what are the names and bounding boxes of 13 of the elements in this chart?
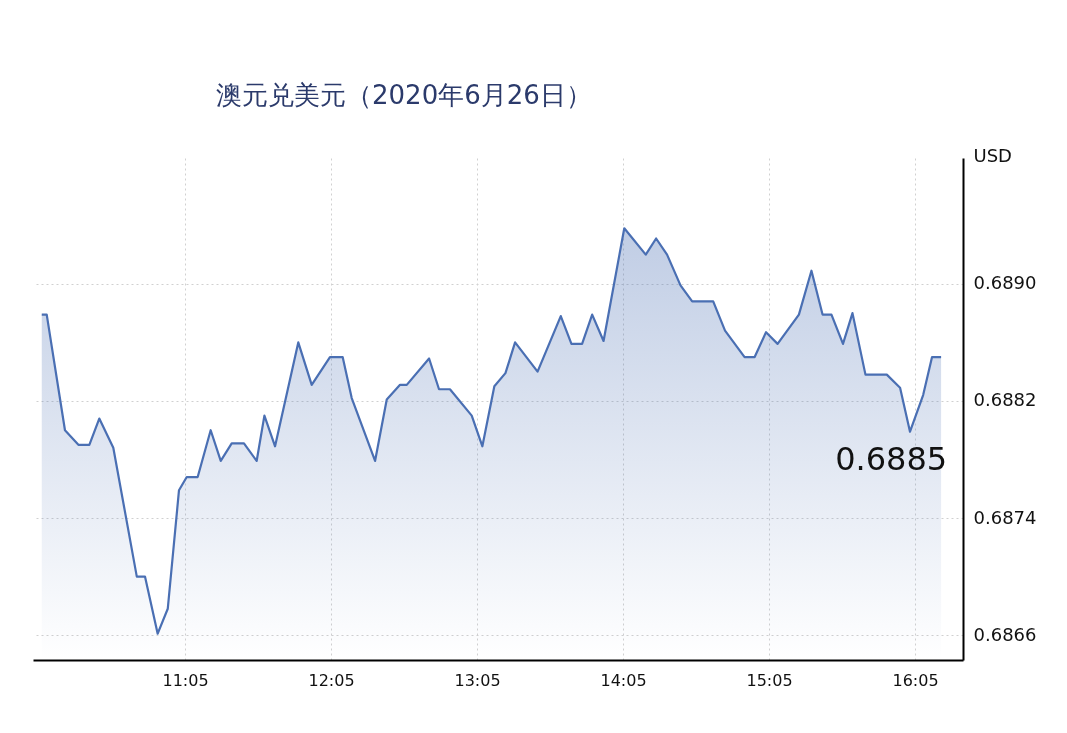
chart-title: 澳元兑美元（2020年6月26日） (216, 80, 592, 110)
x-tick-label: 16:05 (892, 670, 939, 690)
x-tick-label: 11:05 (162, 670, 209, 690)
annotation: 0.6885 (835, 440, 948, 479)
y-tick-label: 0.6874 (973, 506, 1037, 528)
y-tick-label: 0.6866 (973, 623, 1037, 645)
y-tick-label: 0.6890 (973, 272, 1037, 294)
y-axis-title: USD (973, 144, 1012, 166)
x-tick-label: 14:05 (600, 670, 647, 690)
x-tick-label: 12:05 (308, 670, 355, 690)
y-tick-label: 0.6882 (973, 389, 1037, 411)
x-tick-label: 13:05 (454, 670, 501, 690)
x-tick-label: 15:05 (746, 670, 793, 690)
